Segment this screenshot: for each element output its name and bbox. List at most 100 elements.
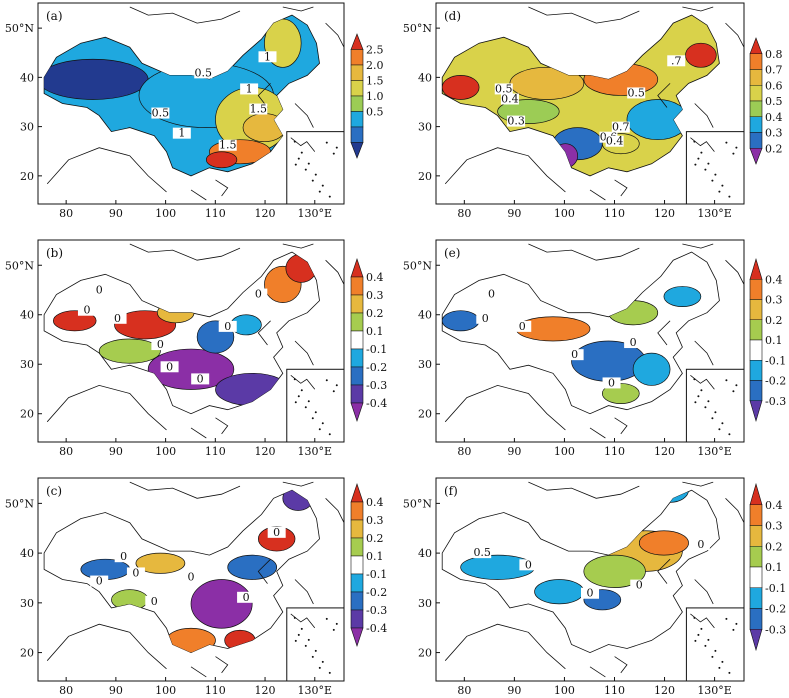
- contour-label: 1: [178, 127, 185, 140]
- panel-e: 0 0 0 0 0 0 (e) 80 90 100 110 120 130°E 50°N 40 30 20 0.4…: [403, 239, 786, 458]
- contour-label: 0.4: [501, 92, 519, 105]
- coastline: [528, 481, 640, 499]
- contour-label-bg: [240, 83, 259, 95]
- x-tick-label: 110: [205, 684, 226, 697]
- contour-label: 0: [488, 288, 495, 301]
- colorbar-label: -0.3: [765, 395, 786, 408]
- coastline: [725, 498, 744, 523]
- x-tick-label: 130°E: [697, 445, 732, 458]
- x-tick-label: 90: [507, 207, 521, 220]
- island-dot: [725, 141, 728, 144]
- y-tick-label: 30: [20, 121, 34, 134]
- y-tick-label: 50°N: [403, 22, 432, 35]
- island-dot: [700, 627, 703, 630]
- contour-label: 0: [243, 591, 250, 604]
- contour-label-bg: [145, 595, 164, 607]
- colorbar-label: 0.3: [765, 294, 783, 307]
- colorbar-segment: [749, 566, 763, 589]
- island-dot: [721, 660, 724, 663]
- x-tick-label: 100: [155, 207, 176, 220]
- shaded-values: [80, 490, 314, 653]
- coastline: [682, 243, 714, 249]
- island-dot: [314, 649, 317, 652]
- island-dot: [704, 644, 707, 647]
- colorbar-segment: [749, 69, 763, 86]
- island-dot: [732, 390, 735, 393]
- colorbar-segment: [749, 587, 763, 609]
- island-dot: [335, 146, 338, 149]
- contour-label: 0: [636, 579, 643, 592]
- x-tick-label: 130°E: [298, 445, 333, 458]
- contour-label: 0: [587, 587, 594, 600]
- contour-label-bg: [77, 304, 96, 316]
- island-dot: [314, 411, 317, 414]
- y-tick-label: 50°N: [5, 497, 34, 510]
- island-dot: [711, 417, 714, 420]
- contour-label: 0.4: [606, 135, 624, 148]
- contour-label-bg: [90, 575, 109, 587]
- value-patch: [52, 310, 97, 332]
- colorbar-segment: [749, 278, 763, 300]
- colorbar-label: 1.5: [366, 75, 384, 88]
- island-dot: [694, 163, 697, 166]
- island-dot: [297, 157, 300, 160]
- y-tick-label: 20: [20, 647, 34, 660]
- colorbar-segment: [749, 482, 763, 506]
- colorbar-segment: [749, 100, 763, 118]
- coastline: [215, 417, 229, 435]
- island-dot: [725, 617, 728, 620]
- colorbar-label: 0.4: [765, 273, 783, 286]
- colorbar-segment: [350, 483, 364, 503]
- coastline: [190, 427, 207, 439]
- contour-label: 0: [114, 312, 121, 325]
- island-dot: [325, 379, 328, 382]
- colorbar-label: -0.2: [366, 586, 387, 599]
- colorbar-segment: [350, 609, 364, 629]
- contour-label: 0: [132, 566, 139, 579]
- x-tick-label: 100: [554, 207, 575, 220]
- contour-label-bg: [194, 67, 213, 79]
- colorbar-segment: [350, 312, 364, 332]
- colorbar-segment: [350, 402, 364, 422]
- coastline: [190, 189, 207, 201]
- coastline: [129, 481, 241, 499]
- coastline: [294, 340, 314, 366]
- contour-label: 0: [571, 348, 578, 361]
- y-tick-label: 20: [418, 647, 432, 660]
- x-tick-label: 130°E: [298, 207, 333, 220]
- coastline: [725, 22, 744, 48]
- colorbar-label: -0.4: [366, 397, 387, 410]
- contour-label-bg: [258, 51, 277, 63]
- island-dot: [311, 179, 314, 182]
- value-patch: [135, 552, 186, 574]
- island-dot: [332, 628, 335, 631]
- panel-f: 0.5 0 0 0 0 (f) 80 90 100 110 120 130°E 50°N 40 30 20 0.…: [403, 477, 786, 697]
- y-tick-label: 40: [418, 309, 432, 322]
- panel-d: .70.50.40.30.50.70.60.4(d)80901001101201…: [403, 2, 783, 220]
- y-tick-label: 40: [418, 71, 432, 84]
- coastline: [694, 579, 714, 605]
- island-dot: [714, 173, 717, 176]
- contour-label: 0: [608, 376, 615, 389]
- contour-label-bg: [605, 135, 624, 147]
- y-tick-label: 50°N: [5, 22, 34, 35]
- island-dot: [318, 190, 321, 193]
- colorbar-label: 0.1: [366, 325, 384, 338]
- value-patch: [685, 42, 717, 68]
- contour-label: 0: [166, 360, 173, 373]
- x-tick-label: 90: [109, 207, 123, 220]
- colorbar-segment: [350, 276, 364, 296]
- colorbar-segment: [350, 537, 364, 557]
- coastline: [282, 243, 314, 249]
- x-tick-label: 110: [604, 445, 625, 458]
- y-tick-label: 50°N: [403, 259, 432, 272]
- contour-label: 0: [151, 595, 158, 608]
- x-tick-label: 90: [109, 684, 123, 697]
- island-dot: [697, 157, 700, 160]
- colorbar-segment: [749, 400, 763, 423]
- coastline: [694, 340, 714, 366]
- contour-label-bg: [182, 571, 200, 583]
- island-dot: [725, 379, 728, 382]
- colorbar-segment: [749, 608, 763, 630]
- colorbar-label: -0.4: [366, 622, 387, 635]
